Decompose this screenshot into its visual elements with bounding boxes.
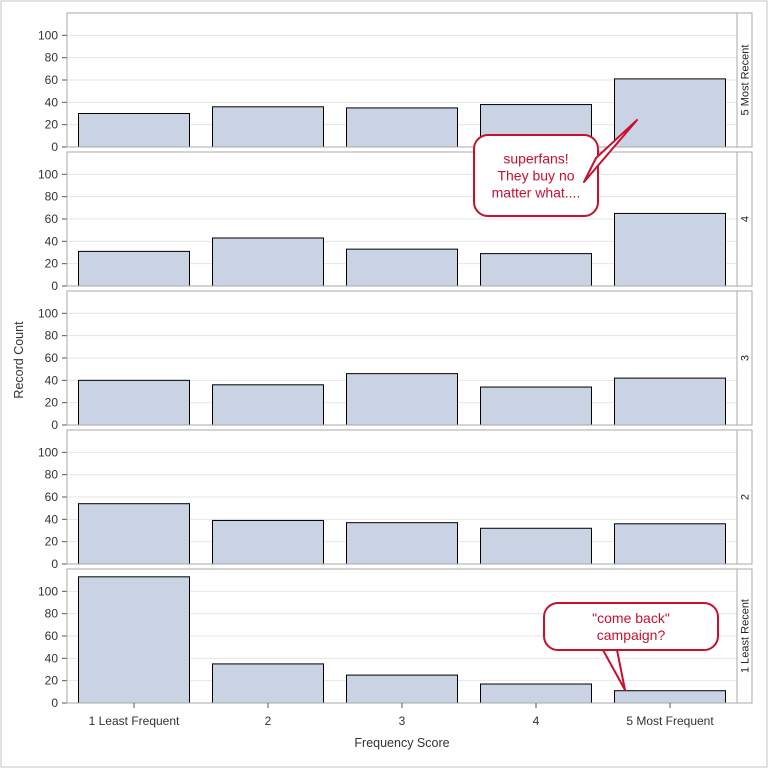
y-tick-label: 0 [51,557,58,571]
bar [480,386,592,426]
x-tick-label: 3 [399,714,406,728]
bar [480,253,592,287]
x-axis-title: Frequency Score [354,736,449,750]
x-tick-label: 1 Least Frequent [89,714,180,728]
y-tick-label: 40 [45,512,59,526]
y-tick-label: 0 [51,696,58,710]
y-tick-label: 80 [45,607,59,621]
y-tick-label: 100 [38,445,58,459]
callout-box [543,602,719,651]
y-tick-label: 60 [45,212,59,226]
y-tick-label: 60 [45,490,59,504]
bar [346,373,458,426]
callout-text-line: matter what.... [492,185,581,201]
bar [78,503,190,565]
bar [346,674,458,704]
bar [78,250,190,287]
row-header-label: 2 [740,494,752,500]
y-tick-label: 80 [45,51,59,65]
y-tick-label: 80 [45,329,59,343]
bar [346,522,458,565]
bar [614,523,726,565]
row-header-strip [736,151,753,287]
row-header-strip [736,12,753,148]
callout-box [473,134,599,217]
bar [614,690,726,704]
callout-text-line: campaign? [597,627,666,643]
y-tick-label: 20 [45,535,59,549]
y-tick-label: 100 [38,28,58,42]
callout-pointer [602,649,626,691]
bar [212,106,324,148]
bar [614,78,726,148]
bar [480,683,592,704]
callout-pointer [583,119,638,183]
y-tick-label: 40 [45,373,59,387]
y-tick-label: 60 [45,629,59,643]
callout-text-line: superfans! [503,151,568,167]
row-header-label: 4 [740,216,752,222]
x-tick-label: 2 [265,714,272,728]
y-tick-label: 0 [51,279,58,293]
row-header-label: 3 [740,355,752,361]
callout-text-line: They buy no [497,168,574,184]
y-tick-label: 100 [38,167,58,181]
y-tick-label: 100 [38,306,58,320]
y-axis-title: Record Count [12,321,26,399]
y-tick-label: 60 [45,73,59,87]
y-tick-label: 0 [51,418,58,432]
bar [614,377,726,426]
y-tick-label: 60 [45,351,59,365]
row-header-label: 1 Least Recent [740,599,752,673]
bar [614,212,726,287]
y-tick-label: 20 [45,674,59,688]
bar [78,379,190,426]
bar [346,248,458,287]
row-header-strip [736,429,753,565]
row-header-strip [736,568,753,704]
bar [480,527,592,565]
bar [346,107,458,148]
y-tick-label: 20 [45,257,59,271]
y-tick-label: 100 [38,584,58,598]
bar [212,384,324,426]
x-tick-label: 5 Most Frequent [626,714,714,728]
y-tick-label: 40 [45,95,59,109]
bar [212,519,324,565]
y-tick-label: 20 [45,118,59,132]
y-tick-label: 40 [45,234,59,248]
row-header-label: 5 Most Recent [740,45,752,116]
bar [212,663,324,704]
y-tick-label: 40 [45,651,59,665]
y-tick-label: 20 [45,396,59,410]
callout-text-line: "come back" [592,610,670,626]
x-tick-label: 4 [533,714,540,728]
y-tick-label: 80 [45,468,59,482]
bar [78,113,190,148]
bar [212,237,324,287]
y-tick-label: 0 [51,140,58,154]
y-tick-label: 80 [45,190,59,204]
bar [78,576,190,704]
row-header-strip [736,290,753,426]
